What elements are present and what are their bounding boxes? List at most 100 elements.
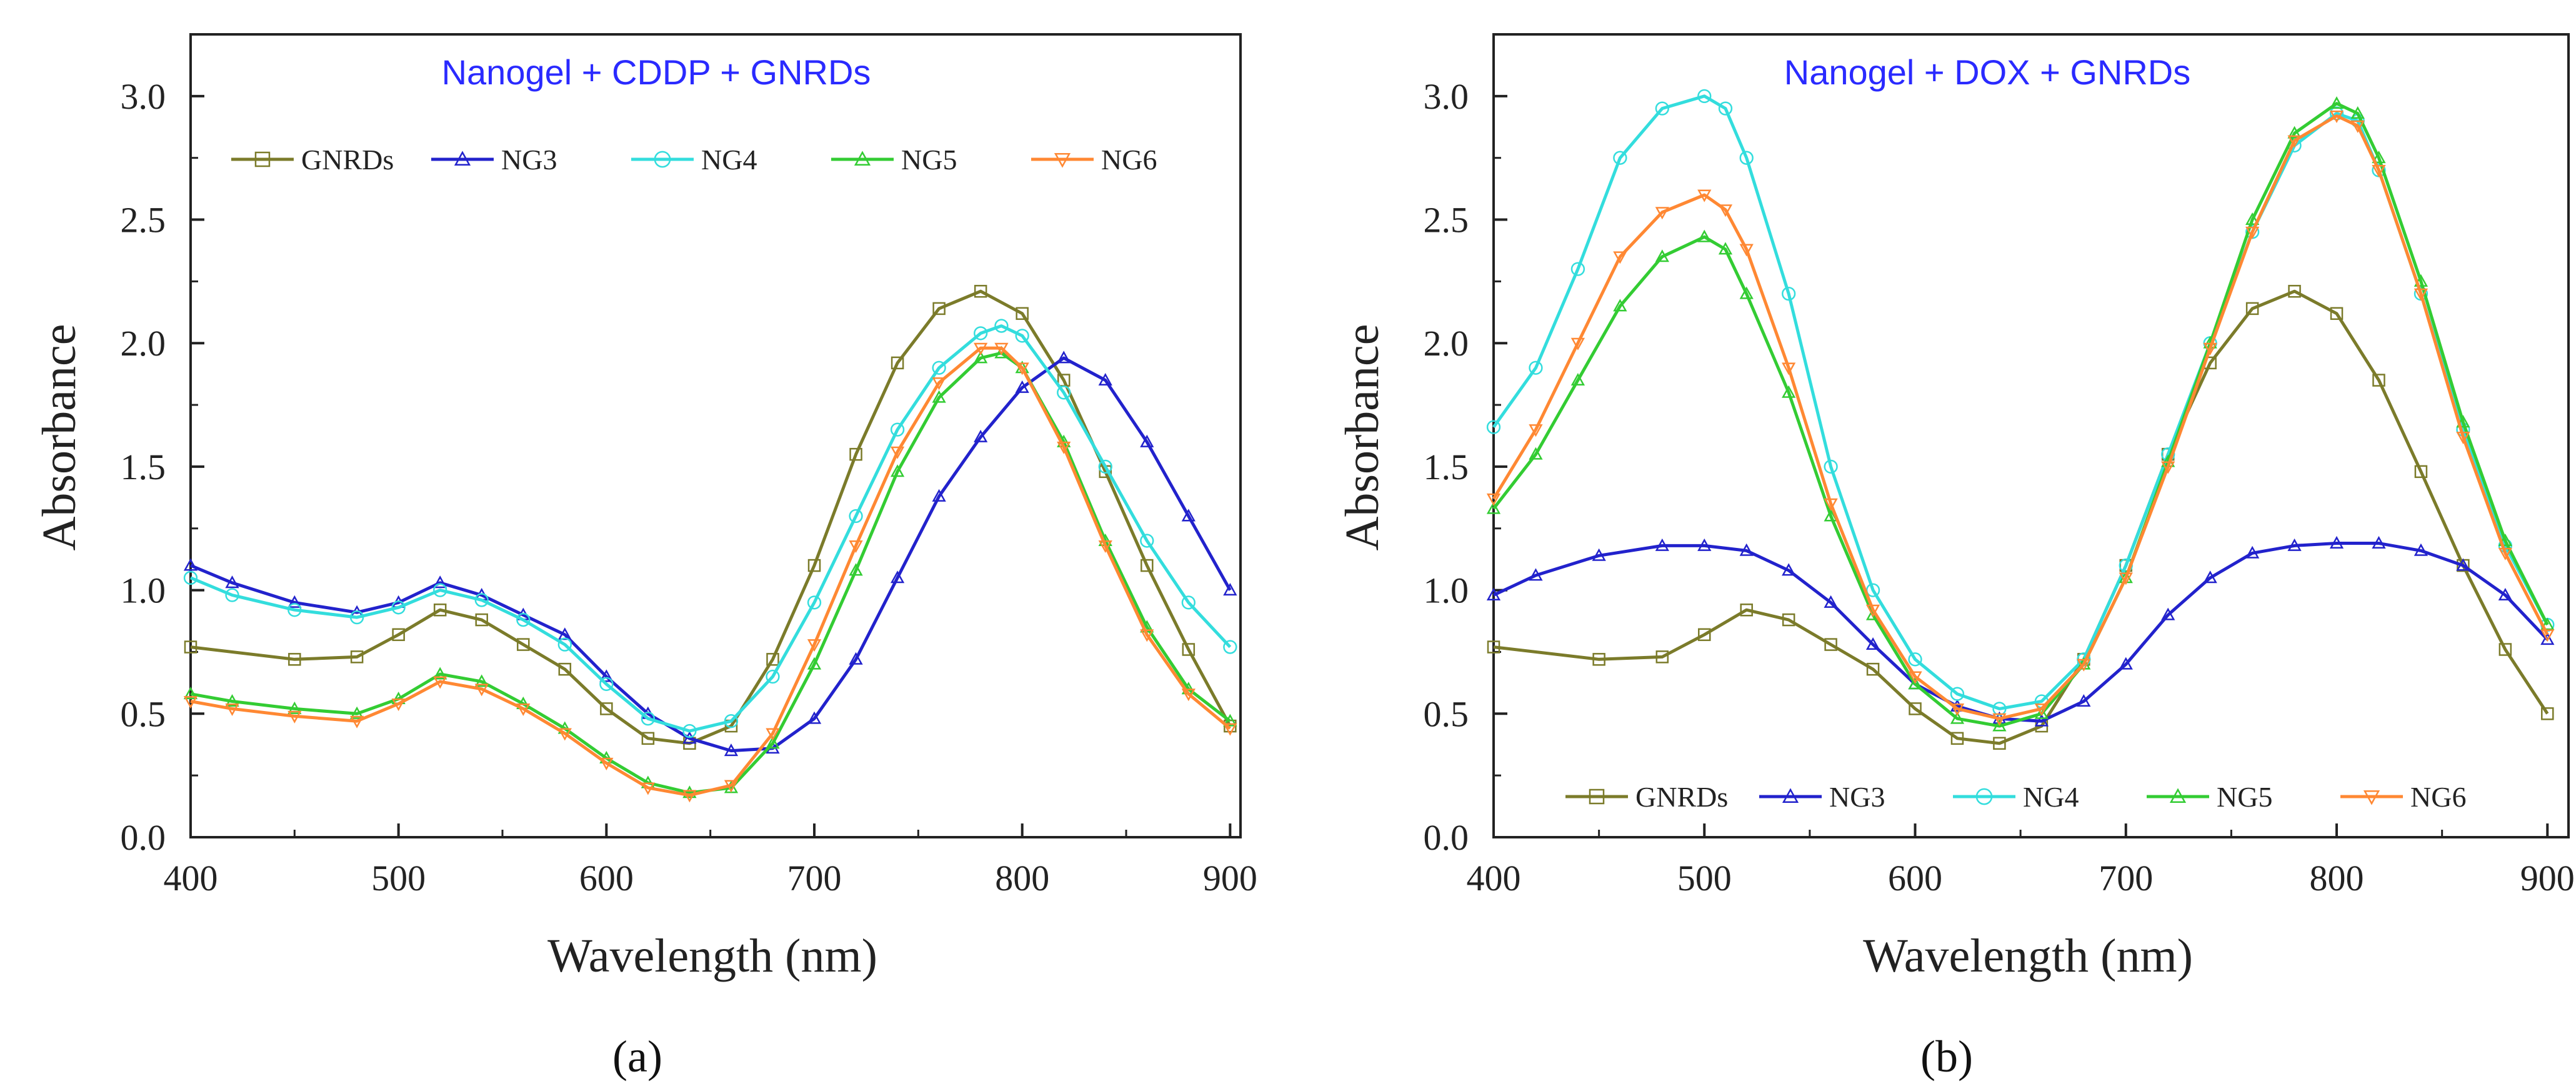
data-point [682,790,697,803]
series-line [190,356,1232,753]
data-point [1016,307,1029,321]
data-point [2077,694,2091,707]
data-point [807,711,822,724]
data-point [1655,207,1669,220]
x-axis-label: Wavelength (nm) [1863,930,2193,982]
data-point [225,588,239,602]
data-point [1613,251,1627,264]
data-point [1098,372,1112,385]
data-point [1140,434,1154,447]
series-line [190,351,1231,795]
data-point [932,489,946,502]
data-point [2540,617,2555,630]
data-point [766,728,780,741]
data-point [849,652,863,665]
data-point [2540,632,2555,645]
y-tick-label: 3.0 [1424,76,1469,117]
data-point [1824,498,1838,511]
data-point [849,563,863,576]
data-point [2414,288,2429,301]
x-tick-label: 600 [579,858,634,898]
data-point [2161,461,2175,474]
data-point [1057,441,1071,454]
data-point [599,669,614,682]
data-point [932,361,946,375]
data-point [1486,587,1501,600]
legend-marker [1975,788,1993,805]
data-point [2330,307,2344,321]
data-point [599,677,614,692]
y-tick-label: 1.5 [121,447,166,487]
data-point [516,612,531,627]
data-point [1782,563,1796,576]
legend-marker [254,151,271,167]
data-point [184,640,197,654]
data-point [183,558,198,571]
data-point [2372,165,2386,178]
legend-item-ng3: NG3 [431,144,557,176]
data-point [2245,545,2260,559]
data-point [1098,540,1112,554]
data-point [350,715,364,728]
panel-label: (b) [1920,1032,1973,1082]
data-point [974,351,988,364]
data-point [433,583,447,597]
data-point [2288,284,2301,298]
data-point [974,429,988,442]
data-point [557,627,572,640]
chart-title: Nanogel + DOX + GNRDs [1784,52,2190,92]
data-point [1181,595,1196,610]
data-point [1718,101,1733,116]
x-tick-label: 900 [2520,858,2575,898]
data-point [1570,337,1585,351]
series-line [1492,114,2549,720]
legend-item-ng5: NG5 [2147,781,2272,813]
data-point [2498,587,2512,600]
data-point [1015,329,1029,343]
legend-marker [1782,788,1799,803]
x-tick-label: 800 [2310,858,2364,898]
y-tick-label: 3.0 [121,76,166,117]
legend: GNRDs NG3 NG4 NG5 NG6 [1565,781,2466,813]
data-point [1697,89,1712,103]
data-point [2372,374,2385,387]
data-point [994,319,1009,333]
data-point [1718,204,1733,217]
x-tick-label: 700 [787,858,842,898]
data-point [558,662,572,676]
data-point [1865,604,1880,617]
y-tick-label: 2.5 [1424,200,1469,241]
data-point [641,782,656,795]
data-point [2077,659,2091,672]
data-point [474,593,489,607]
data-point [350,706,364,719]
legend-item-ng3: NG3 [1759,781,1885,813]
data-point [1697,189,1712,202]
x-tick-label: 500 [371,858,426,898]
y-tick-label: 2.0 [121,323,166,364]
panel-label: (a) [612,1032,662,1082]
axis-ticks: 400 500 600 700 800 900 0.0 0.5 1.0 1.5 2.0 2.5 3.0 [1424,33,2575,898]
data-point [724,743,739,757]
data-point [1223,640,1237,654]
legend-marker [1589,788,1605,805]
data-point [1613,151,1627,165]
data-point [807,595,822,610]
data-point [2034,703,2049,716]
data-point [641,712,656,726]
data-point [2456,432,2470,445]
data-point [1655,249,1669,262]
data-point [1141,559,1154,572]
data-point [807,559,821,572]
series-ng4 [183,319,1237,738]
data-point [890,422,905,437]
data-point [1140,534,1154,548]
data-point [724,780,739,793]
data-point [1486,420,1501,434]
series-ng6 [1486,111,2555,726]
x-tick-label: 500 [1677,858,1732,898]
data-point [766,736,780,749]
data-point [1992,713,2007,726]
legend-marker [2169,788,2187,803]
data-point [287,603,302,617]
